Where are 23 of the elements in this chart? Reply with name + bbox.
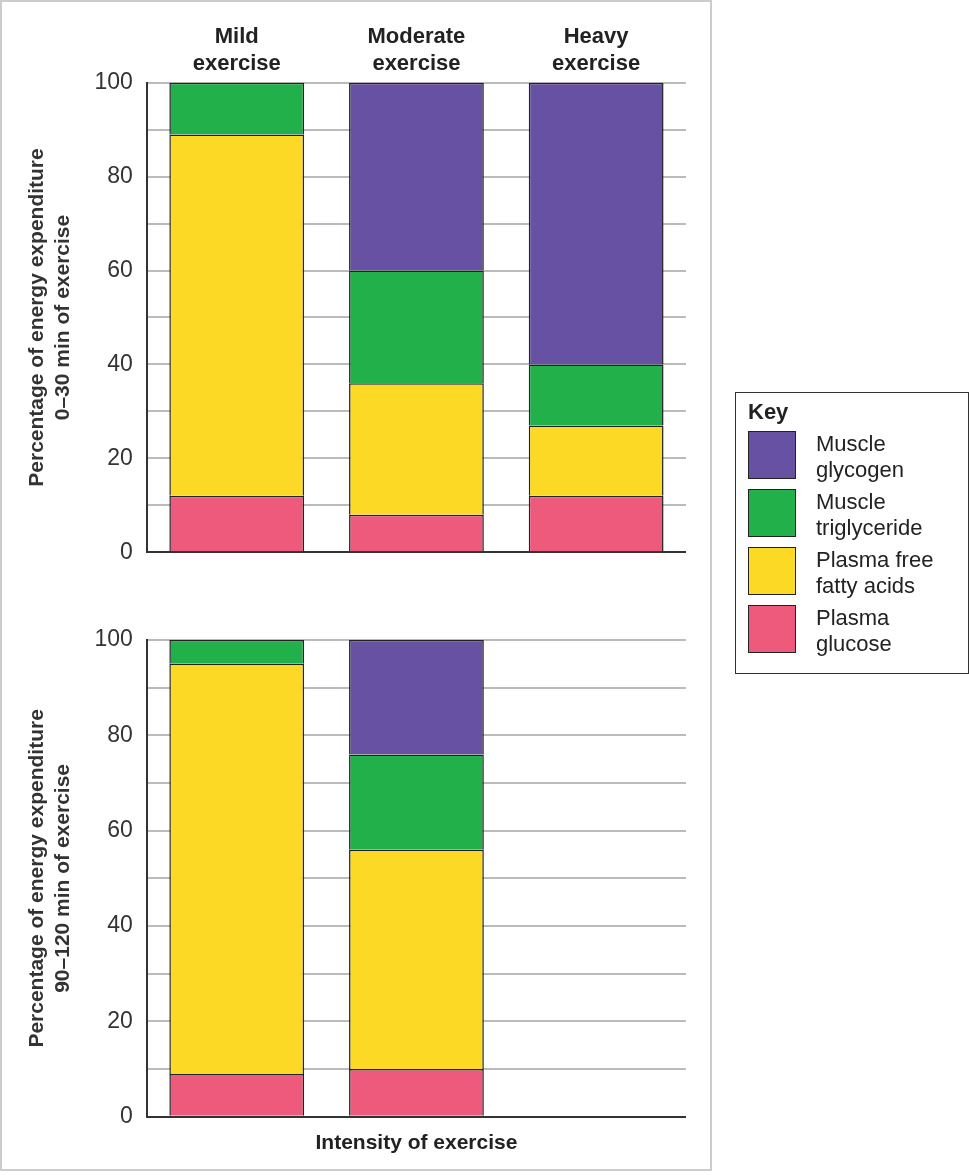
y-tick-label: 100 xyxy=(94,68,133,95)
text: Plasma free fatty acids xyxy=(816,547,935,599)
y-axis-title: Percentage of energy expenditure 90–120 min of exercise xyxy=(23,709,74,1048)
y-tick-label: 40 xyxy=(107,349,133,376)
legend-label: Muscle triglyceride xyxy=(816,489,924,541)
y-tick-label: 0 xyxy=(120,537,133,564)
legend-label: Plasma glucose xyxy=(816,605,893,657)
y-tick-label: 0 xyxy=(120,1102,133,1129)
legend-label: Muscle glycogen xyxy=(816,431,906,483)
x-axis-title: Intensity of exercise xyxy=(315,1130,518,1154)
y-tick-label: 80 xyxy=(107,720,133,747)
y-tick-label: 20 xyxy=(107,1006,133,1033)
x-tick-label: Moderate exercise xyxy=(367,23,466,75)
y-tick-label: 40 xyxy=(107,911,133,938)
y-tick-label: 20 xyxy=(107,443,133,470)
y-tick-label: 80 xyxy=(107,162,133,189)
legend-title: Key xyxy=(748,399,790,425)
y-tick-label: 60 xyxy=(107,816,133,843)
x-tick-label: Mild exercise xyxy=(192,23,281,75)
x-tick-label: Heavy exercise xyxy=(552,23,641,75)
y-tick-label: 100 xyxy=(94,625,133,652)
y-tick-label: 60 xyxy=(107,255,133,282)
y-axis-title: Percentage of energy expenditure 0–30 min of exercise xyxy=(23,148,74,487)
